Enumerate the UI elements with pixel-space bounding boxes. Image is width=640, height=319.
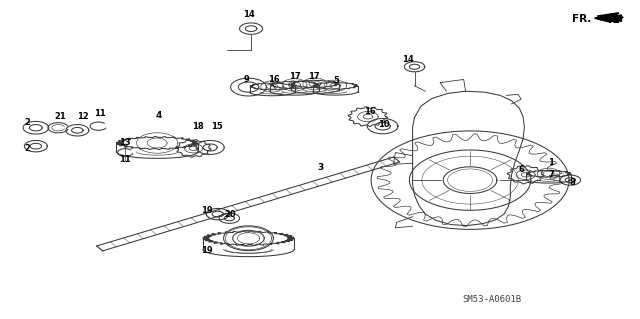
Text: 13: 13: [120, 137, 131, 146]
Text: SM53-A0601B: SM53-A0601B: [463, 295, 522, 304]
Text: 5: 5: [333, 76, 339, 85]
Text: 2: 2: [24, 144, 31, 153]
Text: 17: 17: [308, 72, 319, 81]
Polygon shape: [598, 13, 623, 22]
Text: 19: 19: [201, 246, 212, 255]
Text: 20: 20: [225, 210, 236, 219]
Text: 18: 18: [191, 122, 203, 131]
Text: 19: 19: [201, 206, 212, 215]
Text: 17: 17: [289, 72, 300, 81]
Text: 21: 21: [54, 112, 66, 121]
Text: 11: 11: [119, 155, 131, 164]
Text: 14: 14: [403, 55, 414, 64]
Text: FR.: FR.: [572, 14, 591, 24]
Text: 16: 16: [268, 75, 280, 84]
Text: 8: 8: [570, 178, 575, 187]
Text: 15: 15: [211, 122, 223, 131]
Text: 16: 16: [364, 107, 376, 116]
Text: 7: 7: [548, 170, 554, 179]
Text: 12: 12: [77, 112, 88, 121]
Text: 1: 1: [548, 158, 554, 167]
Text: 3: 3: [317, 163, 323, 172]
Polygon shape: [595, 14, 621, 22]
Text: 9: 9: [244, 75, 250, 84]
Text: 4: 4: [156, 111, 163, 120]
Text: 6: 6: [518, 165, 524, 174]
Text: 2: 2: [24, 118, 31, 128]
Text: 11: 11: [94, 109, 106, 118]
Text: 10: 10: [378, 120, 390, 129]
Text: 14: 14: [243, 10, 254, 19]
